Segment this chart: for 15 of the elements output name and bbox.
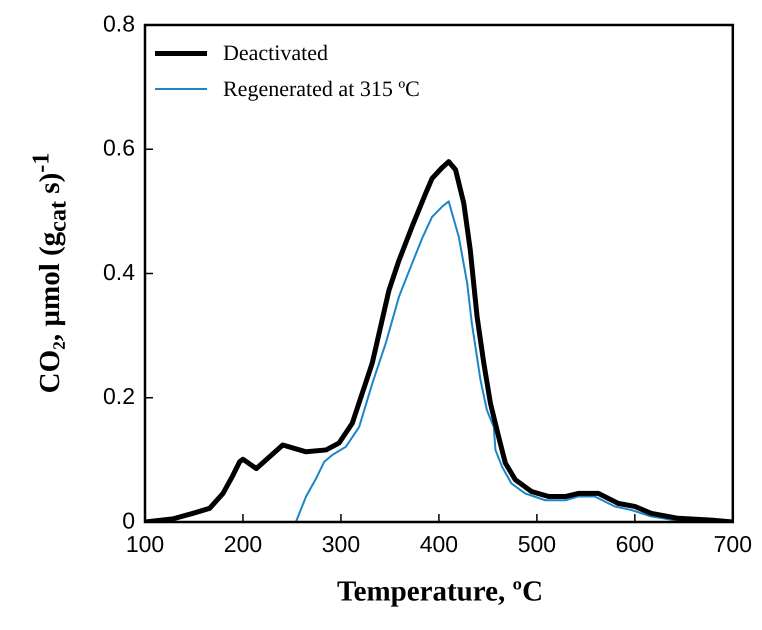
x-axis-title: Temperature, ºC xyxy=(336,576,544,608)
x-tick-label: 100 xyxy=(126,531,164,558)
x-tick-label: 500 xyxy=(518,531,556,558)
legend-label: Deactivated xyxy=(223,40,328,66)
y-tick-label: 0.6 xyxy=(103,134,135,161)
x-tick-label: 200 xyxy=(224,531,262,558)
y-tick-label: 0.2 xyxy=(103,383,135,410)
y-tick-label: 0 xyxy=(122,507,135,534)
y-tick-label: 0.4 xyxy=(103,258,136,285)
x-tick-label: 700 xyxy=(714,531,752,558)
x-tick-label: 400 xyxy=(420,531,458,558)
x-tick-label: 600 xyxy=(616,531,654,558)
legend-label: Regenerated at 315 ºC xyxy=(223,76,420,102)
x-tick-label: 300 xyxy=(322,531,360,558)
y-tick-label: 0.8 xyxy=(103,10,135,36)
